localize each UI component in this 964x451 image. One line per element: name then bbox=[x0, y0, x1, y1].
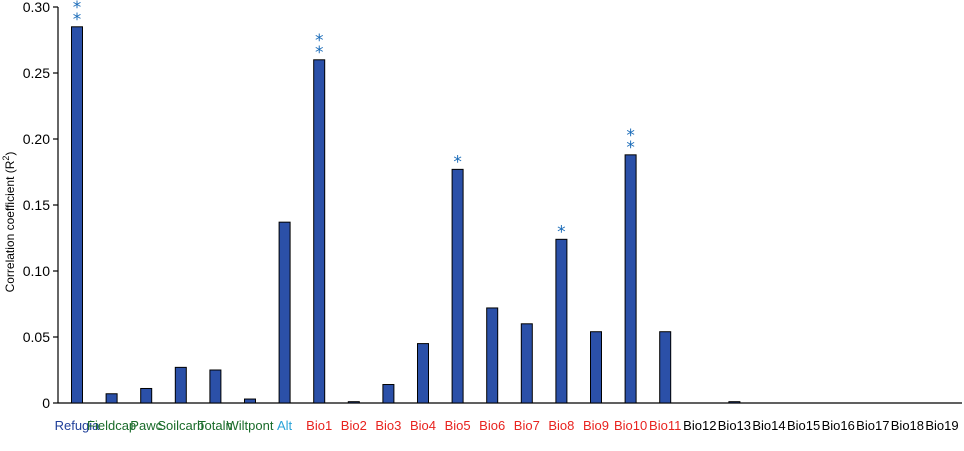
bar-pawc bbox=[140, 387, 153, 404]
bar-bio11 bbox=[659, 331, 672, 404]
bar-fieldcap bbox=[105, 393, 118, 404]
y-axis-title-end: ) bbox=[3, 152, 17, 156]
x-tick-label-bio2: Bio2 bbox=[341, 418, 367, 433]
bar-bio9 bbox=[590, 331, 602, 404]
x-tick-label-soilcarb: Soilcarb bbox=[157, 418, 204, 433]
x-tick-label-bio5: Bio5 bbox=[445, 418, 471, 433]
bar-bio7 bbox=[520, 323, 533, 404]
significance-star: * bbox=[73, 10, 82, 30]
x-tick-label-bio4: Bio4 bbox=[410, 418, 436, 433]
x-tick-label-bio13: Bio13 bbox=[718, 418, 751, 433]
x-tick-label-bio12: Bio12 bbox=[683, 418, 716, 433]
bar-bio8 bbox=[555, 238, 568, 404]
y-tick-label: 0.20 bbox=[23, 131, 50, 147]
bar-bio5 bbox=[451, 168, 464, 404]
x-tick-label-bio14: Bio14 bbox=[752, 418, 785, 433]
x-tick-label-alt: Alt bbox=[277, 418, 293, 433]
bar-refugia bbox=[71, 26, 83, 404]
y-axis-title: Correlation coefficient (R2) bbox=[1, 152, 17, 293]
significance-star: * bbox=[453, 152, 462, 172]
significance-star: * bbox=[315, 43, 324, 63]
x-tick-label-bio17: Bio17 bbox=[856, 418, 889, 433]
bar-bio10 bbox=[624, 154, 637, 404]
significance-star: * bbox=[626, 138, 635, 158]
y-tick-label: 0 bbox=[42, 395, 50, 411]
bar-bio6 bbox=[486, 307, 499, 404]
x-tick-label-bio6: Bio6 bbox=[479, 418, 505, 433]
significance-star: * bbox=[315, 31, 324, 51]
x-tick-label-bio7: Bio7 bbox=[514, 418, 540, 433]
bar-soilcarb bbox=[174, 366, 187, 404]
x-tick-label-totaln: Totaln bbox=[198, 418, 233, 433]
y-tick-label: 0.30 bbox=[23, 0, 50, 15]
significance-markers: ******** bbox=[73, 0, 635, 242]
x-tick-label-bio18: Bio18 bbox=[891, 418, 924, 433]
x-tick-label-bio15: Bio15 bbox=[787, 418, 820, 433]
x-tick-label-bio1: Bio1 bbox=[306, 418, 332, 433]
y-axis: 0 0.05 0.10 0.15 0.20 0.25 0.30 bbox=[23, 0, 962, 411]
y-tick-label: 0.25 bbox=[23, 65, 50, 81]
bars-group bbox=[71, 26, 741, 404]
y-tick-label: 0.10 bbox=[23, 263, 50, 279]
bar-wiltpont bbox=[244, 398, 256, 404]
bar-bio2 bbox=[347, 401, 360, 404]
x-tick-label-refugia: Refugia bbox=[55, 418, 101, 433]
significance-star: * bbox=[626, 126, 635, 146]
y-tick-label: 0.15 bbox=[23, 197, 50, 213]
bar-bio13 bbox=[728, 401, 741, 404]
bar-bio4 bbox=[417, 343, 429, 404]
y-axis-title-superscript: 2 bbox=[1, 156, 11, 161]
y-axis-title-main: Correlation coefficient (R bbox=[3, 160, 17, 292]
x-tick-label-bio10: Bio10 bbox=[614, 418, 647, 433]
y-tick-label: 0.05 bbox=[23, 329, 50, 345]
bar-bio3 bbox=[382, 384, 395, 404]
x-tick-label-fieldcap: Fieldcap bbox=[87, 418, 136, 433]
bar-bio1 bbox=[313, 59, 326, 404]
x-axis-labels: RefugiaFieldcapPawcSoilcarbTotalnWiltpon… bbox=[55, 418, 959, 433]
bar-alt bbox=[278, 221, 291, 404]
significance-star: * bbox=[73, 0, 82, 18]
x-tick-label-bio11: Bio11 bbox=[649, 418, 681, 433]
x-tick-label-bio16: Bio16 bbox=[822, 418, 855, 433]
x-tick-label-pawc: Pawc bbox=[130, 418, 162, 433]
x-tick-label-bio8: Bio8 bbox=[548, 418, 574, 433]
x-tick-label-bio19: Bio19 bbox=[925, 418, 958, 433]
significance-star: * bbox=[557, 222, 566, 242]
bar-totaln bbox=[209, 369, 222, 404]
x-tick-label-bio3: Bio3 bbox=[375, 418, 401, 433]
x-tick-label-bio9: Bio9 bbox=[583, 418, 609, 433]
x-tick-label-wiltpont: Wiltpont bbox=[227, 418, 274, 433]
